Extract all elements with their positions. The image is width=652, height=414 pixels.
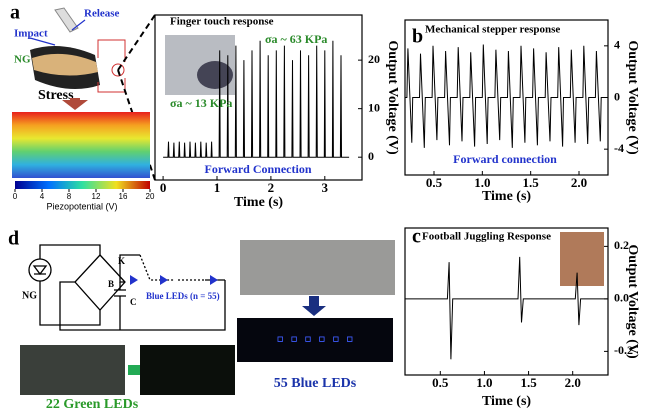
x-axis-label: Time (s) [482,189,531,204]
colorbar-tick-label: 12 [92,192,101,201]
x-tick-label: 2.0 [565,375,581,390]
led [130,275,218,285]
annotation: σa ~ 63 KPa [265,32,327,46]
annotation: Forward Connection [205,162,312,176]
y-tick-label: 0 [614,89,620,103]
panel-label: a [10,2,20,24]
arrow [302,296,326,316]
stress-map [12,112,150,178]
y-axis-label: Output Voltage (V) [625,40,640,155]
label: NG [14,54,31,66]
label: Blue LEDs (n = 55) [146,291,220,301]
x-tick-label: 0.5 [432,375,449,390]
y-tick-label: 20 [368,52,380,66]
x-axis-label: Time (s) [482,394,531,409]
panel-label: d [8,228,19,250]
signal-line [405,45,608,148]
photo [20,345,125,395]
panel-label: b [412,26,423,48]
photo-glow: ▫ ▫ ▫ ▫ ▫ ▫ [276,326,353,351]
x-tick-label: 0.5 [426,175,443,190]
y-tick-label: 0 [368,149,374,163]
colorbar-label: Piezopotential (V) [46,201,117,211]
x-tick-label: 1 [214,180,221,195]
chart-title: Mechanical stepper response [425,24,560,36]
x-tick-label: 2.0 [571,175,587,190]
x-tick-label: 1.5 [520,375,537,390]
y-tick-label: 4 [614,38,620,52]
annotation: Forward connection [453,152,557,166]
colorbar-tick-label: 0 [13,192,18,201]
panel-label: c [412,226,421,248]
x-tick-label: 2 [268,180,275,195]
photo [140,345,235,395]
y-tick-label: -4 [614,141,624,155]
caption: 55 Blue LEDs [274,376,357,391]
y-axis-label: Output Voltage (V) [625,244,640,359]
colorbar-tick-label: 20 [146,192,155,201]
caption: 22 Green LEDs [46,397,139,412]
photo [560,232,604,286]
x-tick-label: 1.0 [474,175,490,190]
chart-title: Football Juggling Response [422,231,551,243]
chart-title: Finger touch response [170,16,274,28]
y-axis-label: Output Voltage (V) [385,40,400,155]
label: Impact [14,28,48,40]
colorbar-tick-label: 8 [67,192,72,201]
colorbar-tick-label: 16 [119,192,128,201]
colorbar [15,181,150,189]
x-tick-label: 1.5 [523,175,540,190]
y-tick-label: 10 [368,100,380,114]
annotation: σa ~ 13 KPa [170,96,232,110]
x-axis-label: Time (s) [234,195,283,210]
x-tick-label: 0 [160,180,167,195]
x-tick-label: 3 [322,180,329,195]
zoom-line [118,15,155,70]
label: B [108,279,114,289]
colorbar-tick-label: 4 [40,192,45,201]
label: K [118,256,125,266]
label: Release [84,8,120,20]
circuit [29,245,225,330]
x-tick-label: 1.0 [476,375,492,390]
photo [240,240,395,295]
label: NG [22,290,37,301]
label: C [130,297,137,307]
